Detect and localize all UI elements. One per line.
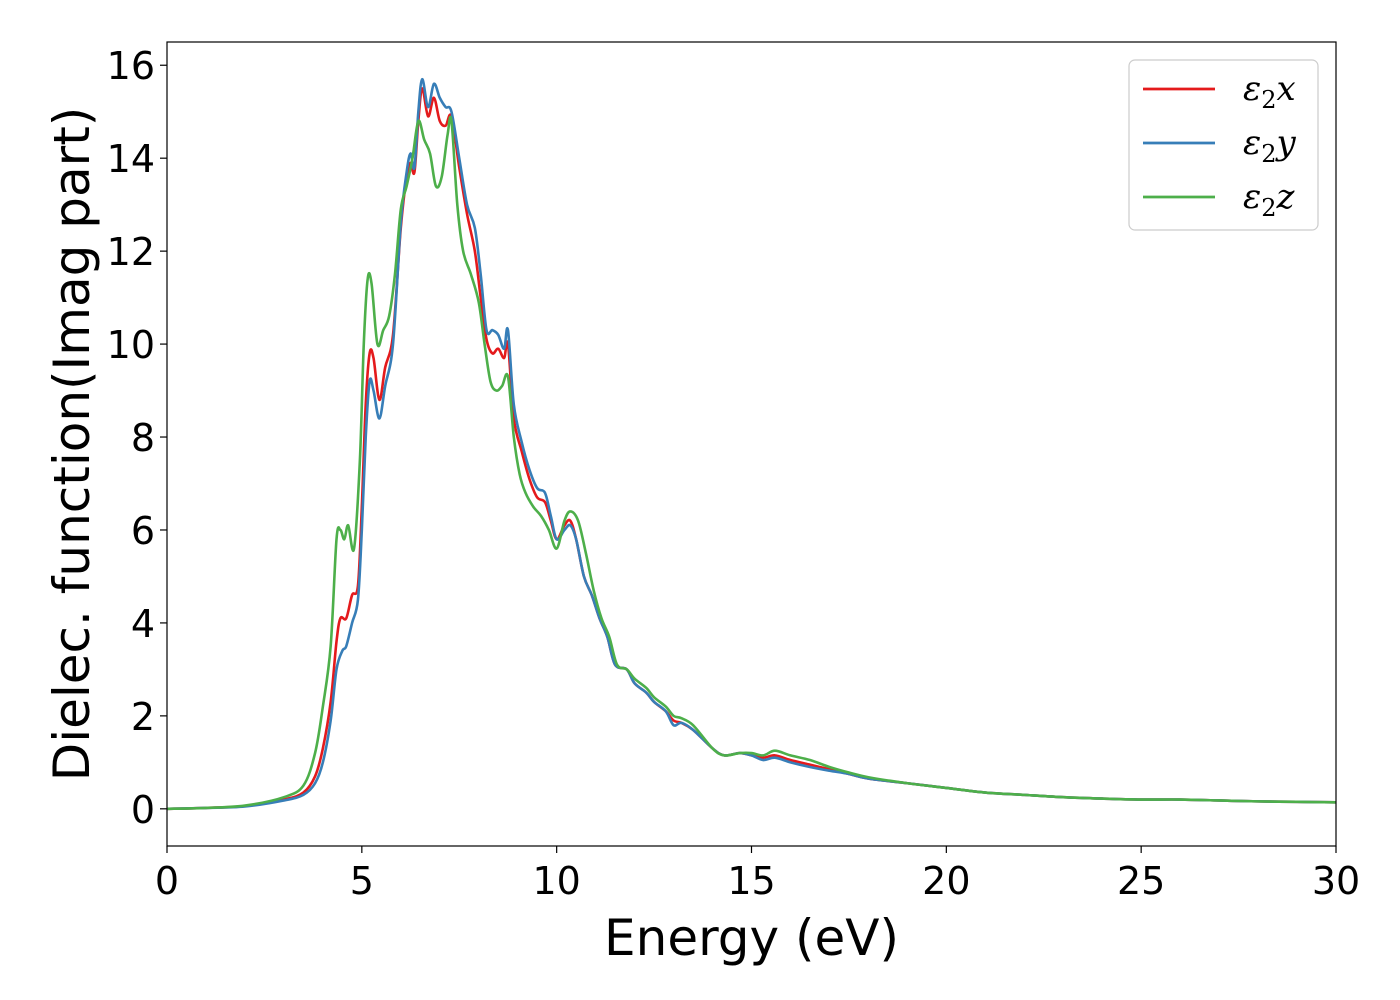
x-tick-label: 10 xyxy=(532,859,580,903)
y-tick-label: 4 xyxy=(131,602,155,646)
x-tick-label: 5 xyxy=(350,859,374,903)
y-tick-label: 0 xyxy=(131,788,155,832)
x-axis-title: Energy (eV) xyxy=(604,909,899,967)
y-tick-label: 10 xyxy=(107,323,155,367)
y-axis-ticks: 0 2 4 6 8 10 12 14 16 xyxy=(107,44,167,832)
legend: ε2x ε2y ε2z xyxy=(1128,59,1319,231)
x-tick-label: 25 xyxy=(1117,859,1165,903)
legend-label-z: ε2z xyxy=(1243,177,1296,222)
y-tick-label: 6 xyxy=(131,509,155,553)
y-axis-title: Dielec. function(Imag part) xyxy=(43,107,101,782)
series-line-z xyxy=(167,115,1336,811)
y-tick-label: 14 xyxy=(107,137,155,181)
legend-label-x: ε2x xyxy=(1243,69,1296,114)
x-tick-label: 0 xyxy=(155,859,179,903)
x-axis-ticks: 0 5 10 15 20 25 30 xyxy=(155,846,1360,903)
legend-label-y: ε2y xyxy=(1243,123,1297,168)
series-layer xyxy=(167,77,1336,811)
y-tick-label: 2 xyxy=(131,695,155,739)
y-tick-label: 8 xyxy=(131,416,155,460)
x-tick-label: 30 xyxy=(1312,859,1360,903)
x-tick-label: 15 xyxy=(727,859,775,903)
legend-box xyxy=(1128,59,1319,231)
series-line-y xyxy=(167,77,1336,811)
y-tick-label: 12 xyxy=(107,230,155,274)
series-line-x xyxy=(167,87,1336,811)
y-tick-label: 16 xyxy=(107,44,155,88)
x-tick-label: 20 xyxy=(922,859,970,903)
